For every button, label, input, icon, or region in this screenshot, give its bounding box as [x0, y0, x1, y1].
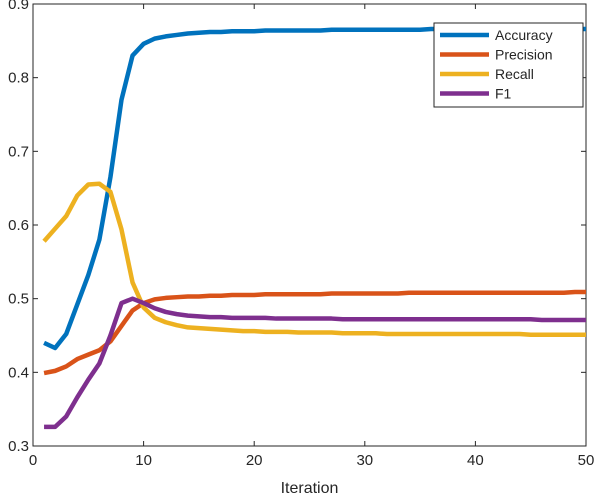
series-line-recall [42, 181, 586, 338]
legend-label-accuracy: Accuracy [495, 27, 553, 43]
x-tick-label: 0 [29, 452, 37, 469]
y-tick-label: 0.8 [8, 70, 29, 87]
x-axis-label: Iteration [281, 480, 339, 496]
legend-label-precision: Precision [495, 47, 553, 63]
x-tick-label: 50 [578, 452, 594, 469]
x-axis-ticks: 0 10 20 30 40 50 [29, 4, 594, 469]
series-line-f1 [44, 296, 586, 430]
legend-label-recall: Recall [495, 66, 534, 82]
legend: Accuracy Precision Recall F1 [433, 22, 584, 108]
y-tick-label: 0.6 [8, 217, 29, 234]
legend-label-f1: F1 [495, 86, 512, 102]
x-tick-label: 10 [135, 452, 152, 469]
x-tick-label: 20 [246, 452, 263, 469]
series-line-precision [43, 289, 586, 376]
y-axis-ticks: 0.3 0.4 0.5 0.6 0.7 0.8 0.9 [8, 0, 586, 455]
x-tick-label: 40 [467, 452, 484, 469]
y-tick-label: 0.4 [8, 364, 29, 381]
y-tick-label: 0.9 [8, 0, 29, 13]
x-tick-label: 30 [356, 452, 373, 469]
y-tick-label: 0.7 [8, 143, 29, 160]
y-tick-label: 0.3 [8, 438, 29, 455]
y-tick-label: 0.5 [8, 291, 29, 308]
